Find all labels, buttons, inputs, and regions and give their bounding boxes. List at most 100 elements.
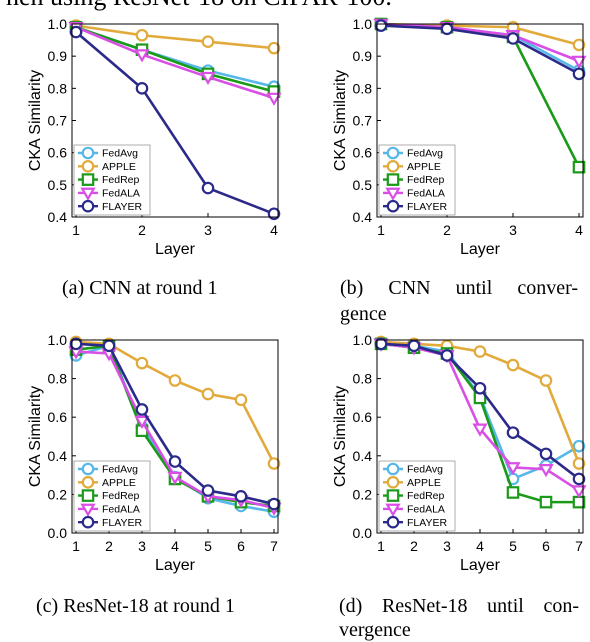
data-point (267, 41, 281, 55)
x-tick-label: 3 (138, 538, 146, 554)
legend-entry: FedALA (407, 188, 445, 200)
x-axis-label: Layer (460, 557, 501, 574)
legend-marker (385, 503, 401, 517)
legend-entry: FLAYER (102, 201, 142, 213)
y-tick-label: 0.4 (353, 209, 373, 225)
y-axis-label: CKA Similarity (332, 386, 349, 487)
data-point (135, 28, 149, 42)
data-point (201, 484, 215, 497)
x-axis-label: Layer (460, 241, 501, 258)
data-point (473, 381, 487, 395)
data-point (505, 462, 521, 476)
legend-entry: FedALA (102, 188, 140, 200)
series-fedavg (69, 20, 281, 94)
data-point (234, 393, 248, 407)
data-point (571, 485, 587, 499)
legend-marker (81, 476, 95, 489)
data-point (168, 374, 182, 387)
legend-entry: FedAvg (102, 148, 138, 160)
x-tick-label: 1 (72, 222, 80, 238)
y-axis-label: CKA Similarity (332, 70, 349, 171)
y-tick-label: 1.0 (353, 332, 373, 348)
legend-marker (80, 503, 96, 517)
data-point (506, 486, 520, 499)
y-tick-label: 0.2 (48, 486, 68, 502)
data-point (134, 415, 150, 429)
legend-entry: FedRep (102, 490, 140, 502)
legend-entry: APPLE (102, 161, 136, 173)
x-tick-label: 3 (509, 222, 517, 238)
plot-frame (71, 339, 279, 534)
caption-a: (a) CNN at round 1 (62, 277, 218, 299)
legend-marker (386, 476, 400, 489)
series-line (380, 22, 580, 63)
data-point (69, 337, 83, 351)
legend-entry: FedRep (407, 490, 445, 502)
legend-entry: FLAYER (102, 517, 142, 529)
caption-c: (c) ResNet-18 at round 1 (36, 595, 235, 617)
x-tick-label: 7 (575, 538, 583, 554)
y-tick-label: 1.0 (48, 332, 68, 348)
data-point (201, 35, 215, 48)
series-line (75, 26, 275, 100)
data-point (572, 457, 586, 470)
legend-entry: APPLE (407, 477, 441, 489)
data-point (506, 358, 520, 372)
x-axis-label: Layer (155, 557, 196, 574)
x-tick-label: 4 (270, 222, 278, 238)
x-tick-label: 1 (377, 222, 385, 238)
y-tick-label: 0.5 (48, 177, 68, 193)
data-point (572, 160, 586, 174)
legend-marker (386, 489, 400, 502)
x-tick-label: 4 (171, 538, 179, 554)
legend-marker (81, 173, 95, 186)
series-line (75, 24, 275, 50)
y-tick-label: 0.6 (48, 409, 68, 425)
y-tick-label: 0.5 (353, 177, 373, 193)
data-point (135, 356, 149, 370)
data-point (135, 403, 149, 416)
x-tick-label: 1 (72, 538, 80, 554)
y-tick-label: 0.8 (48, 80, 68, 96)
y-axis-label: CKA Similarity (27, 386, 44, 487)
x-tick-label: 5 (509, 538, 517, 554)
data-point (374, 19, 388, 32)
caption-b-line1-text: (b) CNN until conver- (340, 277, 578, 299)
data-point (102, 339, 116, 353)
y-tick-label: 0.6 (353, 145, 373, 161)
data-point (539, 374, 553, 387)
data-point (473, 345, 487, 358)
legend-entry: APPLE (102, 477, 136, 489)
series-line (75, 25, 275, 93)
y-tick-label: 0.8 (353, 371, 373, 387)
x-tick-label: 7 (270, 538, 278, 554)
data-point (407, 339, 421, 353)
x-tick-label: 6 (237, 538, 245, 554)
data-point (539, 447, 553, 461)
y-tick-label: 0.0 (353, 525, 373, 541)
legend-marker (386, 515, 400, 529)
data-point (234, 490, 248, 503)
legend-marker (81, 515, 95, 529)
series-flayer (374, 337, 586, 486)
legend-entry: FedAvg (407, 148, 443, 160)
legend-entry: FedALA (102, 504, 140, 516)
x-tick-label: 2 (138, 222, 146, 238)
data-point (267, 207, 281, 221)
data-point (472, 423, 488, 437)
legend-marker (386, 173, 400, 186)
data-point (134, 49, 150, 63)
data-point (201, 387, 215, 401)
y-tick-label: 0.9 (48, 48, 68, 64)
series-flayer (69, 25, 281, 221)
plot-frame (376, 23, 584, 218)
data-point (374, 337, 388, 351)
x-tick-label: 2 (410, 538, 418, 554)
y-tick-label: 0.4 (48, 209, 68, 225)
series-apple (69, 335, 281, 470)
y-tick-label: 0.9 (353, 48, 373, 64)
x-tick-label: 3 (443, 538, 451, 554)
